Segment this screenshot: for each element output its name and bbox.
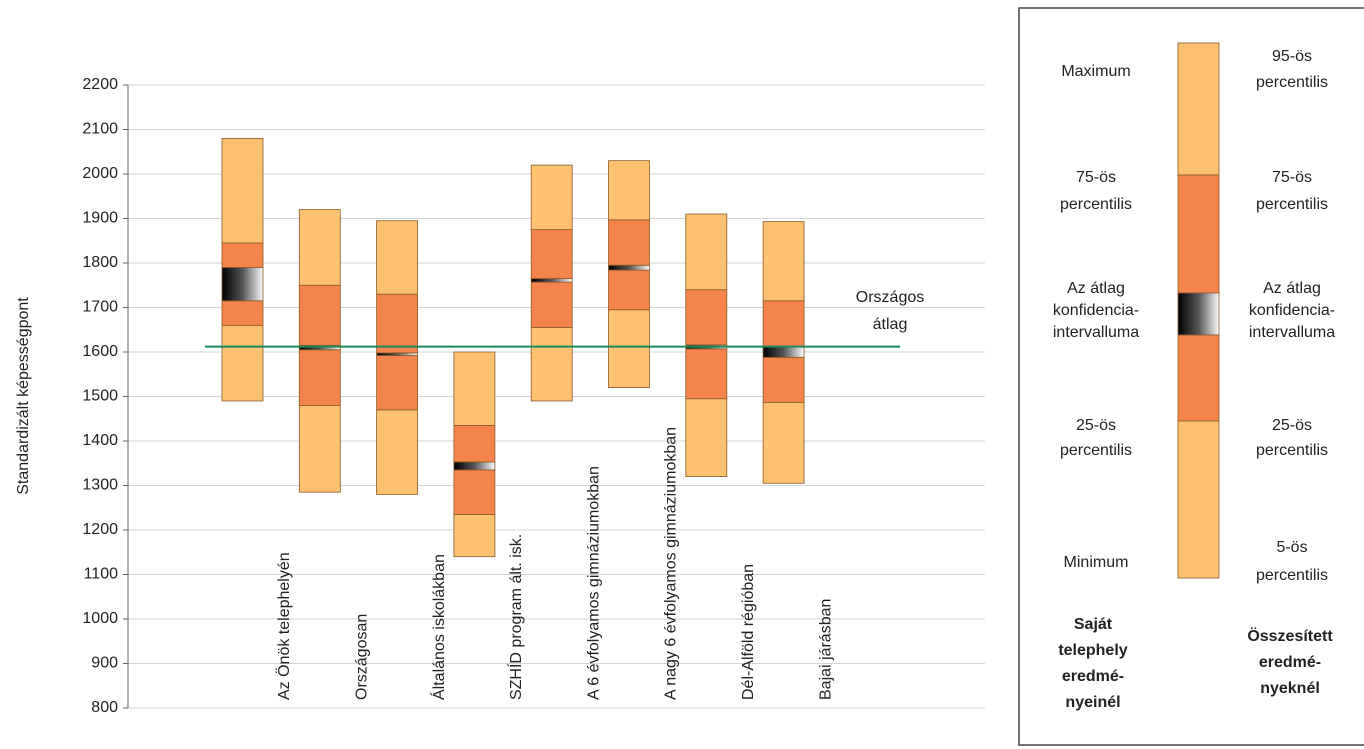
y-tick-label: 800 — [91, 699, 118, 716]
range-segment — [762, 346, 805, 358]
legend-label: 25-ös — [1076, 417, 1116, 434]
legend-label: percentilis — [1256, 567, 1328, 584]
legend-sample — [1177, 174, 1220, 294]
y-axis-label: Standardizált képességpont — [15, 297, 32, 495]
range-segment — [453, 469, 496, 515]
y-tick-label: 1800 — [82, 254, 118, 271]
y-tick-label: 2200 — [82, 76, 118, 93]
legend-label: Maximum — [1061, 63, 1130, 80]
range-segment — [376, 355, 419, 411]
legend-label: percentilis — [1256, 74, 1328, 91]
range-segment — [685, 398, 728, 478]
x-tick-label: Bajai járásban — [817, 599, 834, 700]
range-segment — [762, 221, 805, 302]
x-tick-label: SZHÍD program ált. isk. — [506, 534, 525, 700]
range-segment — [298, 404, 341, 493]
legend-caption: nyeinél — [1065, 694, 1120, 711]
y-tick-label: 2100 — [82, 121, 118, 138]
y-tick-label: 1400 — [82, 432, 118, 449]
legend-label: percentilis — [1060, 442, 1132, 459]
range-segment — [530, 281, 573, 328]
legend-label: intervalluma — [1053, 324, 1139, 341]
range-segment — [298, 284, 341, 346]
range-segment — [762, 356, 805, 403]
range-segment — [376, 352, 419, 356]
y-tick-label: 1000 — [82, 610, 118, 627]
legend-caption: telephely — [1058, 642, 1127, 659]
legend-label: 5-ös — [1276, 539, 1307, 556]
legend-sample — [1177, 292, 1220, 336]
range-segment — [221, 324, 264, 402]
legend-caption: eredmé- — [1062, 668, 1124, 685]
legend-label: 95-ös — [1272, 48, 1312, 65]
y-tick-label: 1500 — [82, 388, 118, 405]
y-tick-label: 2000 — [82, 165, 118, 182]
legend-caption: nyeknél — [1260, 680, 1320, 697]
range-segment — [762, 300, 805, 348]
legend-label: konfidencia- — [1249, 302, 1335, 319]
legend-caption: Saját — [1074, 616, 1113, 633]
legend-sample — [1177, 42, 1220, 176]
range-segment — [376, 409, 419, 495]
x-tick-label: A nagy 6 évfolyamos gimnáziumokban — [663, 427, 680, 700]
legend-caption: Összesített — [1247, 626, 1333, 645]
legend-label: 25-ös — [1272, 417, 1312, 434]
x-tick-label: Dél-Alföld régióban — [740, 564, 757, 700]
range-segment — [453, 425, 496, 463]
y-tick-label: 1600 — [82, 343, 118, 360]
range-segment — [530, 327, 573, 402]
range-segment — [608, 160, 650, 221]
legend-label: 75-ös — [1076, 169, 1116, 186]
y-tick-label: 1700 — [82, 299, 118, 316]
y-tick-label: 1300 — [82, 477, 118, 494]
legend-label: 75-ös — [1272, 169, 1312, 186]
range-segment — [376, 220, 419, 295]
range-segment — [453, 461, 496, 471]
range-segment — [608, 309, 650, 389]
range-segment — [298, 209, 341, 286]
range-segment — [608, 264, 650, 271]
range-segment — [376, 293, 419, 354]
range-segment — [221, 242, 264, 268]
legend-label: Az átlag — [1067, 280, 1125, 297]
range-segment — [221, 137, 264, 244]
legend-label: konfidencia- — [1053, 302, 1139, 319]
legend-label: Az átlag — [1263, 280, 1321, 297]
legend-label: intervalluma — [1249, 324, 1335, 341]
range-segment — [530, 278, 573, 283]
range-segment — [221, 300, 264, 326]
range-segment — [608, 269, 650, 311]
legend-sample — [1177, 420, 1220, 579]
legend-label: Minimum — [1064, 554, 1129, 571]
reference-label: Országos — [856, 289, 924, 306]
y-tick-label: 1200 — [82, 521, 118, 538]
range-segment — [685, 348, 728, 400]
range-segment — [453, 514, 496, 558]
x-tick-label: A 6 évfolyamos gimnáziumokban — [585, 466, 602, 700]
range-segment — [608, 219, 650, 266]
legend-sample — [1177, 334, 1220, 422]
legend-label: percentilis — [1256, 196, 1328, 213]
range-segment — [762, 401, 805, 484]
range-segment — [685, 289, 728, 346]
range-segment — [453, 351, 496, 426]
range-segment — [685, 213, 728, 291]
range-segment — [530, 229, 573, 279]
y-tick-label: 1100 — [84, 566, 119, 583]
y-tick-label: 900 — [91, 655, 118, 672]
x-tick-label: Általános iskolákban — [429, 554, 448, 700]
y-tick-label: 1900 — [82, 210, 118, 227]
x-tick-label: Az Önök telephelyén — [275, 552, 293, 700]
range-segment — [298, 349, 341, 406]
legend-label: percentilis — [1256, 442, 1328, 459]
reference-label: átlag — [873, 316, 908, 333]
legend-caption: eredmé- — [1259, 654, 1321, 671]
range-segment — [221, 267, 264, 302]
x-tick-label: Országosan — [354, 614, 371, 700]
legend-label: percentilis — [1060, 196, 1132, 213]
range-segment — [530, 164, 573, 231]
